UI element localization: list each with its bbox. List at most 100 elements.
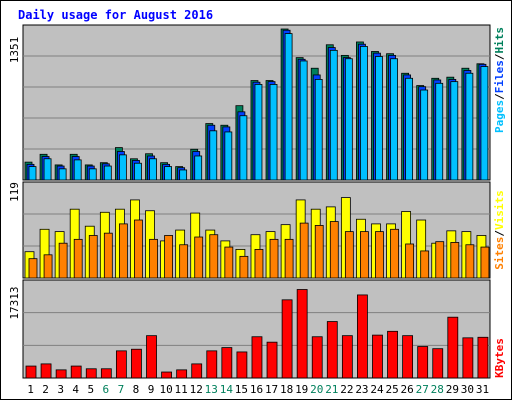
- pages-bar: [88, 168, 97, 181]
- kbytes-bar: [372, 334, 383, 379]
- kbytes-bar: [447, 316, 459, 379]
- pages-bar: [299, 60, 308, 181]
- kbytes-bar: [432, 348, 444, 379]
- kbytes-bar: [311, 336, 323, 379]
- legend-sites-visits: Sites/Visits: [493, 190, 506, 270]
- pages-bar: [254, 84, 263, 181]
- day-label: 13: [205, 383, 218, 396]
- pages-bar: [209, 130, 218, 181]
- sites-bar: [375, 231, 384, 279]
- kbytes-bar: [25, 365, 37, 379]
- kbytes-bar: [55, 369, 67, 379]
- pages-bar: [314, 79, 323, 181]
- day-label: 27: [416, 383, 429, 396]
- kbytes-bar: [161, 371, 172, 379]
- pages-bar: [194, 155, 203, 181]
- day-label: 29: [446, 383, 459, 396]
- day-label: 10: [159, 383, 172, 396]
- pages-bar: [28, 166, 37, 181]
- day-label: 1: [27, 383, 34, 396]
- kbytes-bar: [417, 346, 429, 379]
- day-label: 7: [118, 383, 125, 396]
- kbytes-bar: [266, 341, 278, 379]
- pages-bar: [149, 158, 157, 181]
- kbytes-bar: [100, 368, 112, 379]
- day-label: 8: [133, 383, 140, 396]
- pages-bar: [239, 115, 248, 181]
- day-label: 25: [385, 383, 398, 396]
- sites-bar: [43, 254, 53, 279]
- sites-bar: [118, 223, 128, 279]
- hits-ymax-label: 1351: [8, 37, 21, 64]
- pages-bar: [134, 162, 142, 181]
- kbytes-bar: [281, 299, 293, 379]
- pages-bar: [405, 77, 414, 181]
- sites-bar: [88, 235, 98, 279]
- kbytes-ymax-label: 17313: [8, 286, 21, 319]
- day-label: 12: [190, 383, 203, 396]
- sites-bar: [28, 258, 38, 279]
- kbytes-bar: [176, 369, 188, 379]
- sites-bar: [269, 238, 279, 279]
- pages-bar: [164, 166, 172, 181]
- sites-bar: [360, 231, 369, 279]
- day-label: 11: [175, 383, 188, 396]
- day-label: 23: [355, 383, 368, 396]
- sites-bar: [194, 236, 204, 279]
- day-axis-labels: 1 2 3 4 5 6 7 8 9 10 11 12 13 14 15 16 17 18 19 20 21 22 23 24 2…: [27, 383, 489, 396]
- sites-bar: [420, 250, 430, 279]
- day-label: 3: [57, 383, 64, 396]
- kbytes-bar: [236, 351, 248, 379]
- pages-bar: [480, 66, 489, 181]
- day-label: 21: [325, 383, 338, 396]
- day-label: 9: [148, 383, 155, 396]
- pages-bar: [450, 81, 459, 181]
- sites-bar: [73, 238, 83, 279]
- kbytes-bar: [387, 330, 398, 379]
- legend-files: Files: [493, 60, 506, 93]
- legend-slash-3: /: [493, 230, 506, 237]
- pages-bar: [179, 169, 188, 181]
- sites-bar: [239, 255, 249, 279]
- kbytes-panel: [22, 279, 491, 379]
- kbytes-bar: [70, 365, 82, 379]
- legend-hits: Hits: [493, 27, 506, 54]
- kbytes-bar: [206, 350, 218, 379]
- pages-bar: [118, 154, 127, 181]
- kbytes-bar: [402, 335, 414, 379]
- sites-bar: [465, 244, 475, 279]
- sites-bar: [299, 222, 309, 279]
- pages-bar: [465, 72, 474, 181]
- day-label: 17: [265, 383, 278, 396]
- day-label: 30: [461, 383, 474, 396]
- sites-bar: [450, 242, 460, 279]
- legend-pages-files-hits: Pages/Files/Hits: [493, 27, 506, 133]
- pages-bar: [43, 158, 52, 181]
- legend-pages: Pages: [493, 100, 506, 133]
- day-label: 2: [42, 383, 49, 396]
- pages-bar: [435, 82, 444, 181]
- sites-bar: [329, 221, 339, 279]
- kbytes-bar: [85, 368, 97, 379]
- sites-bar: [58, 242, 68, 279]
- pages-bar: [375, 56, 383, 181]
- pages-bar: [420, 89, 429, 181]
- kbytes-bar: [357, 294, 368, 379]
- pages-bar: [344, 58, 353, 181]
- kbytes-bar: [131, 348, 142, 379]
- legend-slash-2: /: [493, 53, 506, 60]
- pages-bar: [269, 84, 278, 181]
- day-label: 16: [250, 383, 263, 396]
- kbytes-bar: [251, 336, 263, 379]
- sites-bar: [390, 228, 399, 279]
- chart-title: Daily usage for August 2016: [18, 8, 213, 22]
- sites-bar: [284, 238, 294, 279]
- sites-bar: [149, 238, 158, 279]
- sites-bar: [254, 248, 264, 279]
- day-label: 22: [340, 383, 353, 396]
- pages-bar: [224, 131, 233, 181]
- legend-kbytes: KBytes: [493, 338, 506, 378]
- sites-bar: [179, 244, 189, 279]
- day-label: 14: [220, 383, 234, 396]
